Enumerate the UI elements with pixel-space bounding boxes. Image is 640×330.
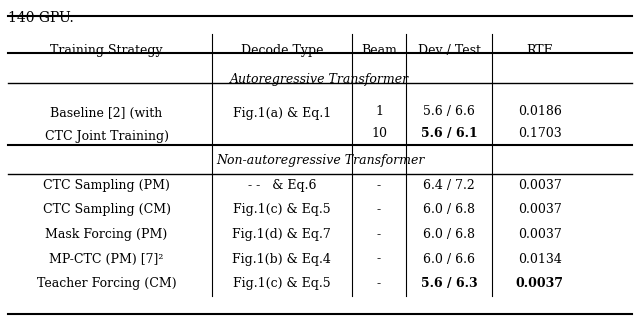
Text: Training Strategy: Training Strategy bbox=[50, 44, 163, 57]
Text: -: - bbox=[377, 277, 381, 290]
Text: Decode Type: Decode Type bbox=[241, 44, 323, 57]
Text: Dev / Test: Dev / Test bbox=[417, 44, 481, 57]
Text: MP-CTC (PM) [7]²: MP-CTC (PM) [7]² bbox=[49, 252, 164, 266]
Text: CTC Sampling (CM): CTC Sampling (CM) bbox=[42, 204, 170, 216]
Text: 6.4 / 7.2: 6.4 / 7.2 bbox=[423, 179, 475, 192]
Text: 10: 10 bbox=[371, 127, 387, 140]
Text: 5.6 / 6.1: 5.6 / 6.1 bbox=[420, 127, 477, 140]
Text: 0.0037: 0.0037 bbox=[518, 179, 562, 192]
Text: Baseline [2] (with: Baseline [2] (with bbox=[51, 107, 163, 120]
Text: 6.0 / 6.8: 6.0 / 6.8 bbox=[423, 228, 475, 241]
Text: Fig.1(a) & Eq.1: Fig.1(a) & Eq.1 bbox=[233, 107, 331, 120]
Text: -: - bbox=[377, 179, 381, 192]
Text: 6.0 / 6.6: 6.0 / 6.6 bbox=[423, 252, 475, 266]
Text: Fig.1(c) & Eq.5: Fig.1(c) & Eq.5 bbox=[233, 204, 331, 216]
Text: Teacher Forcing (CM): Teacher Forcing (CM) bbox=[36, 277, 177, 290]
Text: CTC Joint Training): CTC Joint Training) bbox=[45, 130, 168, 143]
Text: 5.6 / 6.3: 5.6 / 6.3 bbox=[420, 277, 477, 290]
Text: - -   & Eq.6: - - & Eq.6 bbox=[248, 179, 316, 192]
Text: 0.0134: 0.0134 bbox=[518, 252, 562, 266]
Text: Fig.1(b) & Eq.4: Fig.1(b) & Eq.4 bbox=[232, 252, 332, 266]
Text: 0.1703: 0.1703 bbox=[518, 127, 562, 140]
Text: Autoregressive Transformer: Autoregressive Transformer bbox=[230, 73, 410, 86]
Text: 140 GPU.: 140 GPU. bbox=[8, 11, 74, 25]
Text: Fig.1(c) & Eq.5: Fig.1(c) & Eq.5 bbox=[233, 277, 331, 290]
Text: RTF: RTF bbox=[527, 44, 553, 57]
Text: 0.0037: 0.0037 bbox=[518, 204, 562, 216]
Text: -: - bbox=[377, 252, 381, 266]
Text: CTC Sampling (PM): CTC Sampling (PM) bbox=[43, 179, 170, 192]
Text: 0.0037: 0.0037 bbox=[516, 277, 564, 290]
Text: 5.6 / 6.6: 5.6 / 6.6 bbox=[423, 105, 475, 118]
Text: 1: 1 bbox=[375, 105, 383, 118]
Text: -: - bbox=[377, 228, 381, 241]
Text: 0.0037: 0.0037 bbox=[518, 228, 562, 241]
Text: -: - bbox=[377, 204, 381, 216]
Text: Fig.1(d) & Eq.7: Fig.1(d) & Eq.7 bbox=[232, 228, 331, 241]
Text: 0.0186: 0.0186 bbox=[518, 105, 562, 118]
Text: Beam: Beam bbox=[361, 44, 397, 57]
Text: Mask Forcing (PM): Mask Forcing (PM) bbox=[45, 228, 168, 241]
Text: 6.0 / 6.8: 6.0 / 6.8 bbox=[423, 204, 475, 216]
Text: Non-autoregressive Transformer: Non-autoregressive Transformer bbox=[216, 153, 424, 167]
